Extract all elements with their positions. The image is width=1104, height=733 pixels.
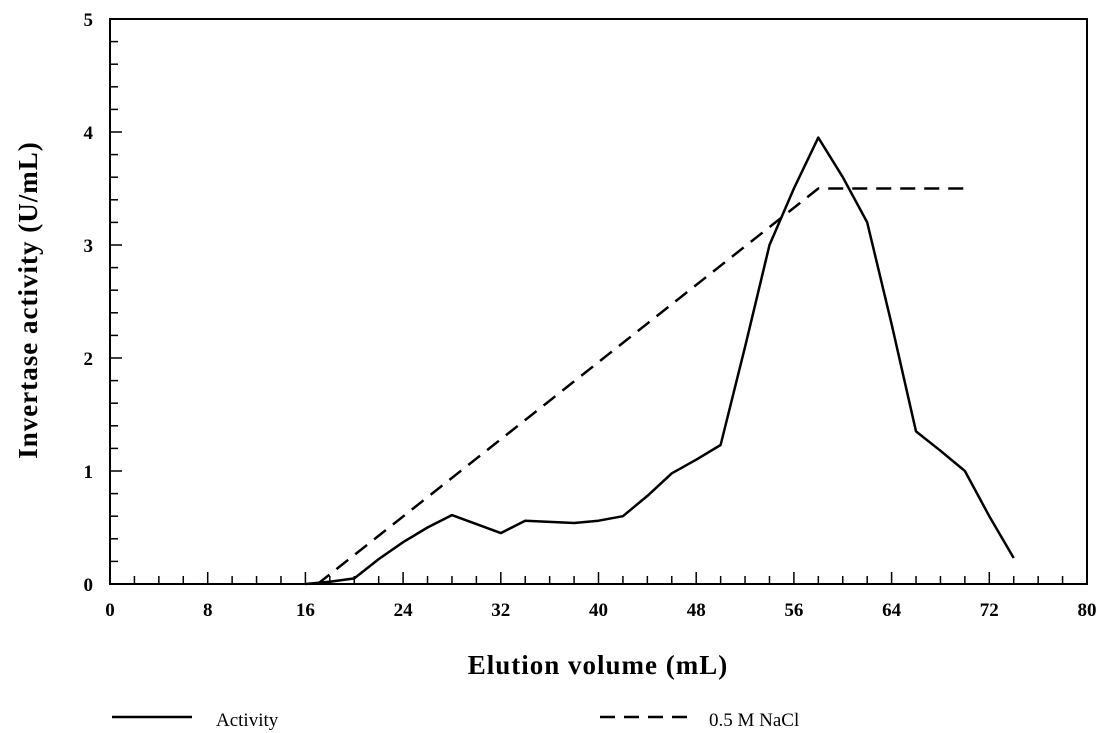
x-tick-label: 64 <box>882 600 902 621</box>
x-tick-label: 24 <box>394 600 414 621</box>
y-tick-label: 4 <box>84 123 94 144</box>
legend-label-nacl: 0.5 M NaCl <box>709 710 799 731</box>
y-tick-label: 1 <box>84 462 94 483</box>
legend: Activity 0.5 M NaCl <box>112 710 799 731</box>
plot-frame <box>109 18 1088 585</box>
x-tick-label: 72 <box>980 600 999 621</box>
x-axis-label: Elution volume (mL) <box>468 650 729 680</box>
x-tick-label: 8 <box>203 600 213 621</box>
y-axis-label: Invertase activity (U/mL) <box>13 141 43 458</box>
y-tick-label: 0 <box>84 575 94 596</box>
x-axis-tick-labels: 0 8 16 24 32 40 48 56 64 72 80 <box>105 600 1096 621</box>
plot-area <box>109 18 1088 586</box>
x-tick-label: 40 <box>589 600 608 621</box>
y-axis-ticks <box>110 18 122 585</box>
series-line-nacl <box>316 187 965 585</box>
x-tick-label: 56 <box>784 600 803 621</box>
x-axis-ticks <box>109 572 1088 584</box>
series-line-activity <box>305 136 1015 586</box>
x-tick-label: 16 <box>296 600 315 621</box>
x-tick-label: 32 <box>491 600 510 621</box>
y-tick-label: 5 <box>84 10 94 31</box>
y-tick-label: 2 <box>84 349 94 370</box>
legend-label-activity: Activity <box>216 710 279 731</box>
y-tick-label: 3 <box>84 236 94 257</box>
series-layer <box>305 136 1015 586</box>
x-tick-label: 48 <box>687 600 706 621</box>
y-axis-tick-labels: 0 1 2 3 4 5 <box>84 10 94 596</box>
x-tick-label: 0 <box>105 600 115 621</box>
x-tick-label: 80 <box>1078 600 1097 621</box>
